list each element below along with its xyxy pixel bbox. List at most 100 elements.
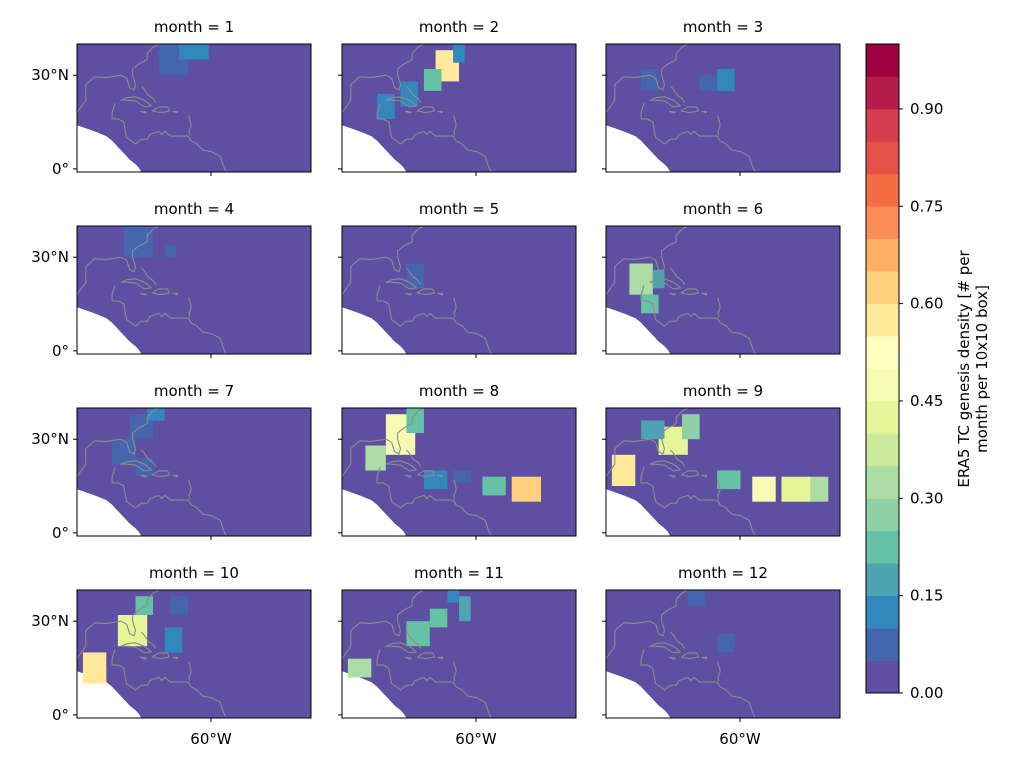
colorbar-tick-label: 0.60: [910, 295, 943, 313]
colorbar-level: [866, 660, 899, 694]
colorbar-tick-label: 0.15: [910, 587, 943, 605]
density-cell: [752, 476, 776, 502]
facet-panel: month = 8: [338, 382, 577, 540]
jamaica-coastline: [404, 474, 412, 478]
jamaica-coastline: [668, 474, 676, 478]
colorbar-tick-label: 0.00: [910, 684, 943, 702]
map-area: [606, 44, 840, 172]
density-cell: [179, 44, 209, 60]
colorbar-level: [866, 530, 899, 564]
puerto-rico-coastline: [701, 474, 708, 478]
density-cell: [164, 244, 177, 258]
pacific-no-data-region: [77, 489, 142, 536]
facet-panel: month = 1 30°N 0°: [31, 18, 312, 178]
panel-frame: [76, 589, 312, 719]
density-cell: [429, 608, 448, 628]
central-south-america-coastline: [640, 285, 756, 354]
central-south-america-coastline: [640, 649, 756, 718]
colorbar: 0.00 0.15 0.30 0.45 0.60 0.75 0.90 ERA5 TC gene…: [865, 43, 991, 702]
facet-title: month = 1: [154, 18, 234, 36]
density-cell: [82, 652, 107, 684]
panel-frame: [341, 589, 577, 719]
pacific-no-data-region: [342, 125, 407, 172]
central-south-america-coastline: [111, 467, 227, 536]
map-area: [77, 590, 311, 718]
density-cell: [641, 69, 659, 91]
density-cell: [641, 420, 665, 440]
pacific-no-data-region: [342, 671, 407, 718]
panel-frame: [605, 225, 841, 355]
density-cell: [135, 596, 153, 615]
facet-title: month = 9: [683, 382, 763, 400]
colorbar-level: [866, 173, 899, 207]
map-area: [342, 408, 576, 536]
facet-panel: month = 6: [602, 200, 841, 358]
jamaica-coastline: [668, 110, 676, 114]
density-cell: [511, 476, 541, 502]
pacific-no-data-region: [342, 489, 407, 536]
panel-frame: [341, 225, 577, 355]
lesser-antilles-coastline: [188, 297, 192, 318]
colorbar-level: [866, 206, 899, 240]
cuba-coastline: [649, 278, 682, 290]
puerto-rico-coastline: [701, 110, 708, 114]
y-tick-label: 0°: [52, 342, 69, 360]
puerto-rico-coastline: [172, 110, 179, 114]
density-cell: [482, 476, 506, 496]
puerto-rico-coastline: [172, 474, 179, 478]
map-area: [606, 226, 840, 354]
density-cell: [453, 44, 465, 63]
pacific-no-data-region: [606, 671, 671, 718]
north-america-coastline: [77, 408, 160, 478]
central-south-america-coastline: [376, 103, 492, 172]
facet-panel: month = 12 60°W: [602, 564, 841, 748]
panel-frame: [341, 407, 577, 537]
density-cell: [699, 75, 718, 91]
central-south-america-coastline: [376, 285, 492, 354]
density-cell: [406, 621, 430, 647]
x-tick-label: 60°W: [190, 730, 232, 748]
density-cell: [717, 633, 735, 653]
colorbar-level: [866, 368, 899, 402]
density-cell: [170, 596, 189, 615]
central-south-america-coastline: [111, 285, 227, 354]
y-tick-label: 0°: [52, 160, 69, 178]
colorbar-label-line-1: ERA5 TC genesis density [# per: [955, 250, 973, 488]
bahamas-coastline: [141, 267, 157, 286]
colorbar-frame: [865, 43, 900, 694]
density-cell: [400, 81, 418, 107]
puerto-rico-coastline: [437, 656, 444, 660]
facet-panel: month = 10 30°N 0° 60°W: [31, 564, 312, 748]
jamaica-coastline: [139, 656, 147, 660]
lesser-antilles-coastline: [453, 479, 457, 500]
density-cell: [406, 263, 424, 289]
cuba-coastline: [120, 642, 153, 654]
colorbar-level: [866, 465, 899, 499]
north-america-coastline: [342, 44, 425, 114]
puerto-rico-coastline: [437, 110, 444, 114]
puerto-rico-coastline: [701, 656, 708, 660]
colorbar-level: [866, 238, 899, 272]
density-cell: [447, 590, 459, 603]
y-tick-label: 30°N: [31, 430, 69, 448]
colorbar-level: [866, 628, 899, 661]
colorbar-level: [866, 595, 899, 629]
density-cell: [112, 75, 130, 91]
colorbar-level: [866, 303, 899, 337]
density-cell: [737, 257, 753, 283]
jamaica-coastline: [668, 292, 676, 296]
density-cell: [810, 476, 829, 502]
density-cell: [423, 470, 448, 490]
central-south-america-coastline: [640, 103, 756, 172]
map-area: [342, 226, 576, 354]
map-area: [77, 226, 311, 354]
hispaniola-coastline: [151, 288, 170, 295]
density-cell: [682, 414, 700, 440]
cuba-coastline: [649, 460, 682, 472]
density-cell: [123, 226, 153, 258]
colorbar-level: [866, 400, 899, 434]
cuba-coastline: [385, 96, 418, 108]
density-cell: [687, 590, 706, 606]
density-cell: [717, 69, 735, 91]
colorbar-level: [866, 336, 899, 369]
